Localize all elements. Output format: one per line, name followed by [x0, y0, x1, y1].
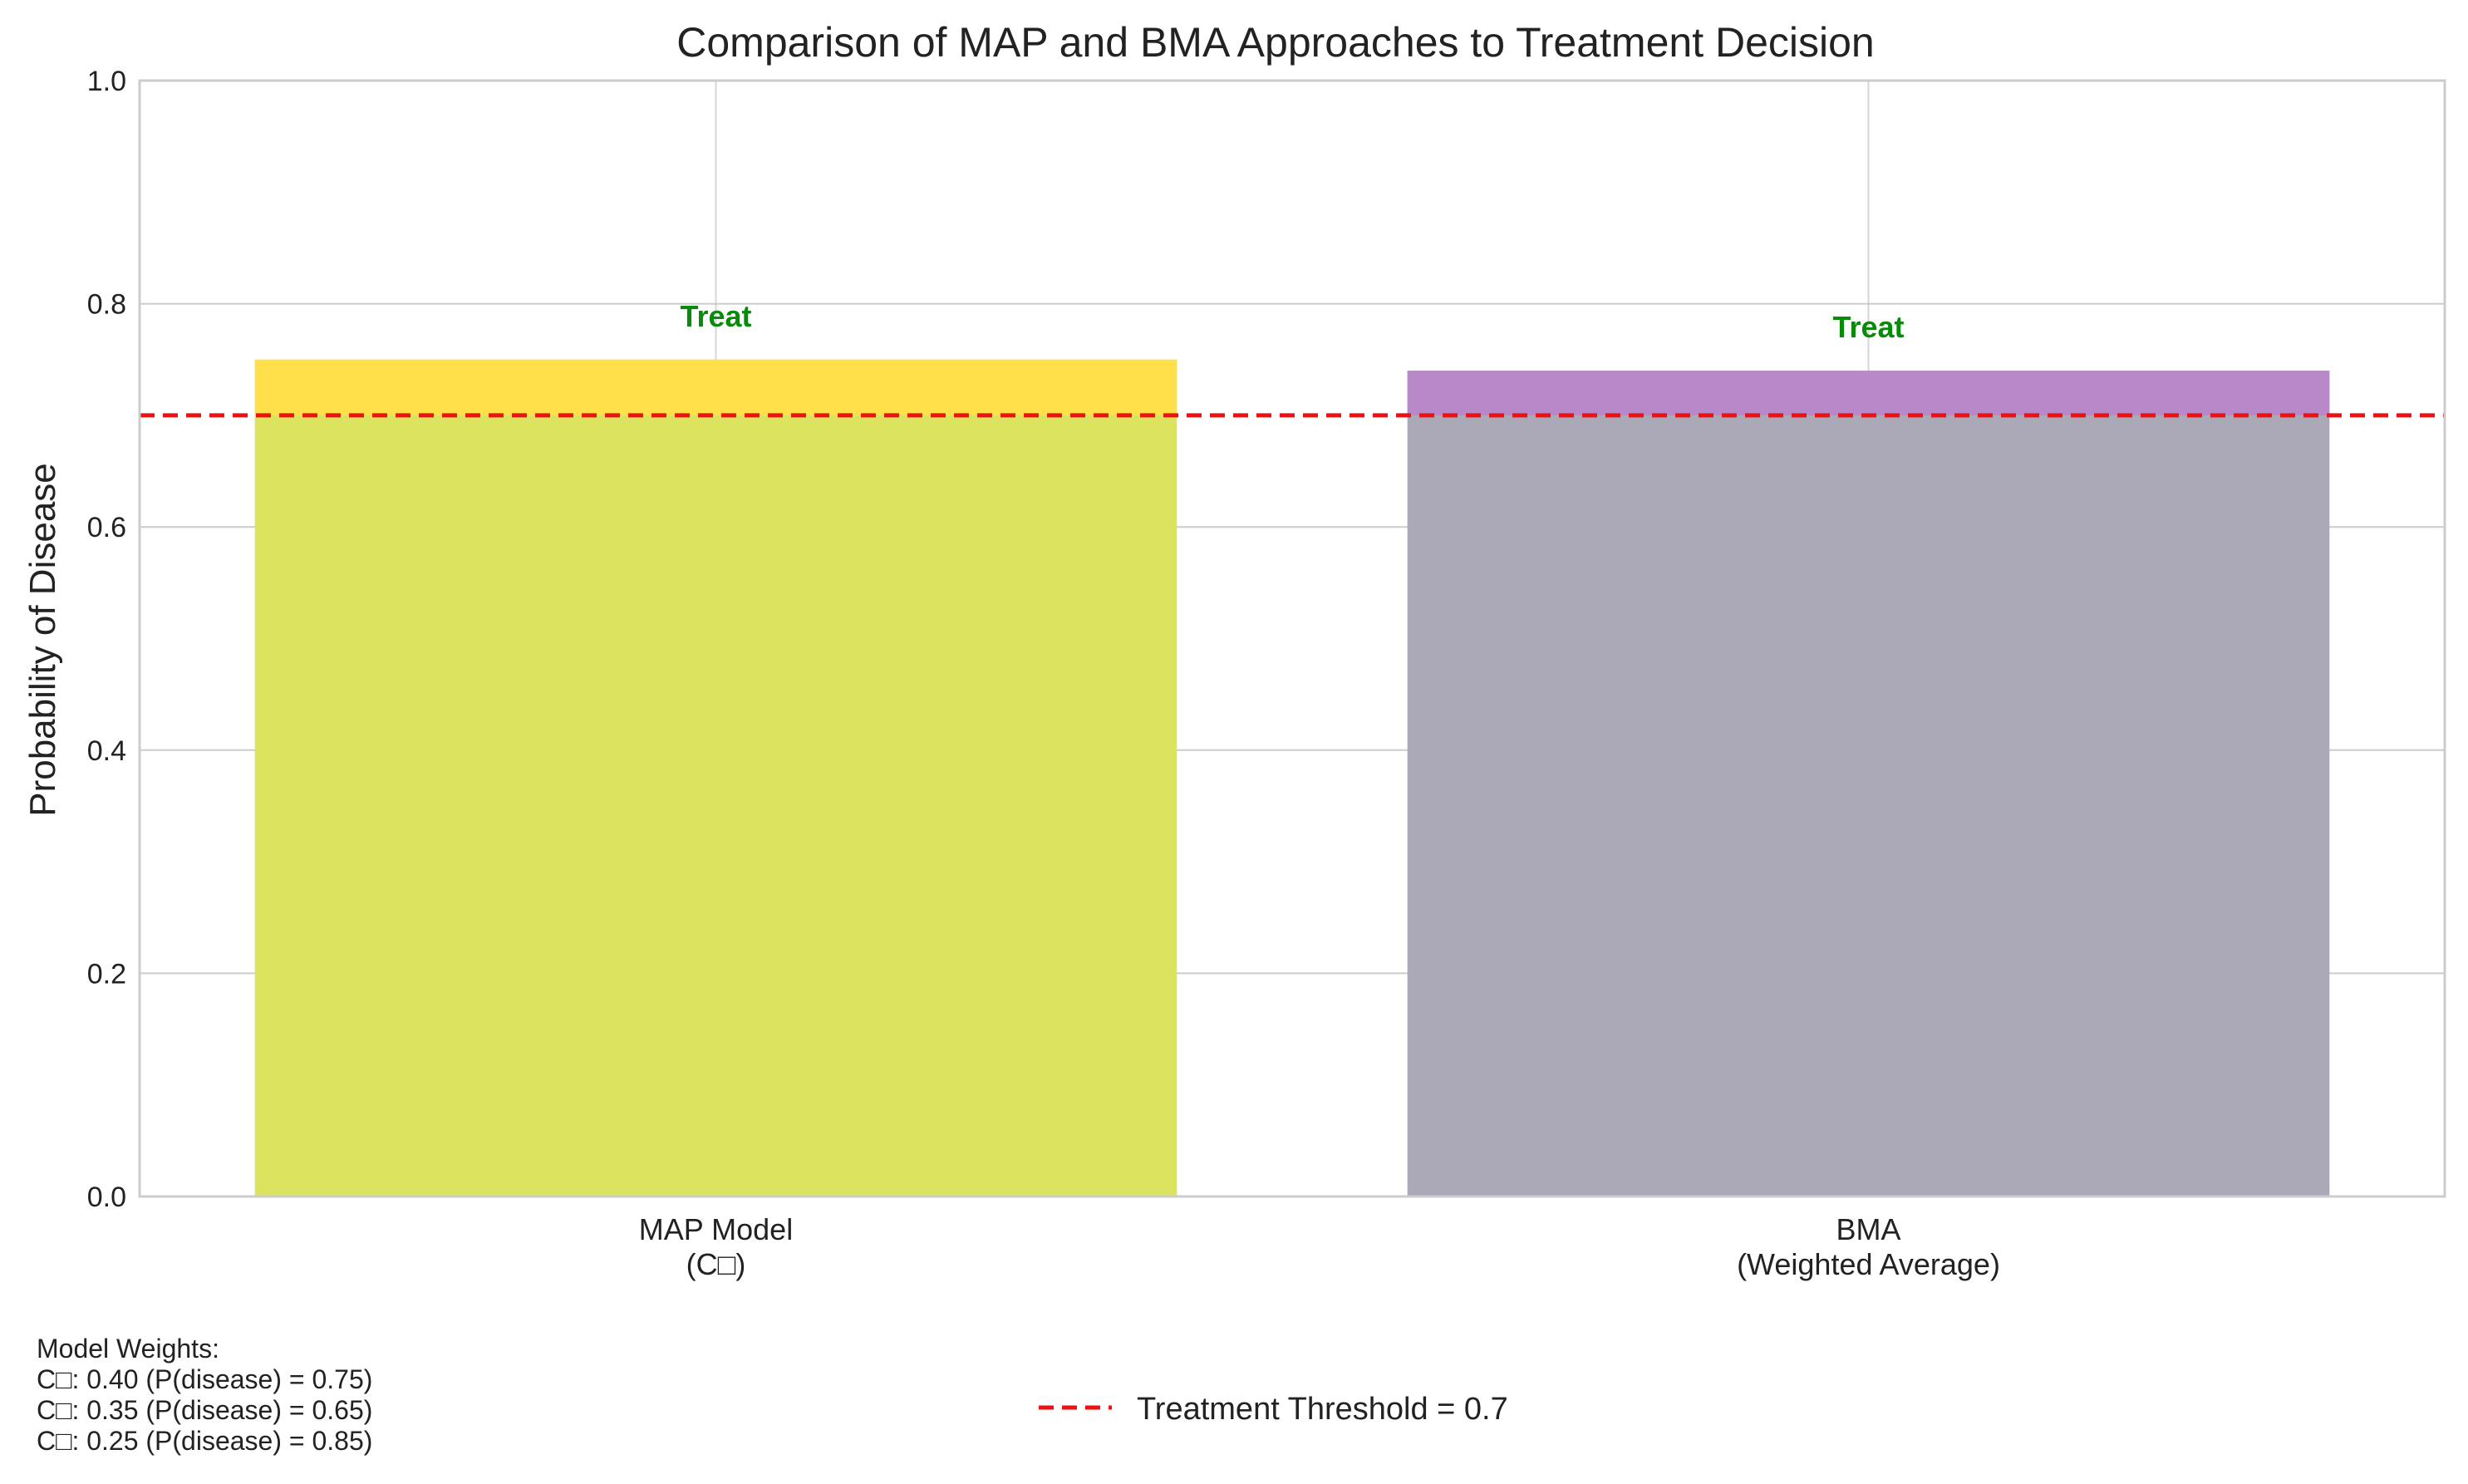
y-ticks: 0.0 0.2 0.4 0.6 0.8 1.0	[87, 66, 126, 1213]
bar-above-threshold-segment	[254, 359, 1177, 415]
y-tick-label: 0.6	[87, 512, 126, 543]
data-labels: Treat Treat	[680, 299, 1904, 344]
x-tick-sublabel: (Weighted Average)	[1737, 1247, 2000, 1281]
model-weight-line: C□: 0.40 (P(disease) = 0.75)	[37, 1364, 372, 1394]
y-tick-label: 0.0	[87, 1182, 126, 1213]
bar-decision-label: Treat	[1832, 310, 1904, 344]
x-tick-label: BMA	[1836, 1212, 1900, 1246]
legend: Treatment Threshold = 0.7	[1039, 1392, 1508, 1427]
plot-frame	[138, 79, 2446, 1198]
x-tick-sublabel: (C□)	[686, 1247, 746, 1281]
model-weight-line: C□: 0.25 (P(disease) = 0.85)	[37, 1426, 372, 1456]
bar-above-threshold-segment	[1407, 371, 2330, 415]
y-tick-label: 0.4	[87, 735, 126, 767]
bar	[1407, 371, 2330, 1197]
plot-border	[138, 79, 2446, 1198]
y-axis-label: Probability of Disease	[22, 463, 63, 817]
chart-title: Comparison of MAP and BMA Approaches to …	[676, 19, 1874, 66]
x-tick-label: MAP Model	[639, 1212, 793, 1246]
model-weights-heading: Model Weights:	[37, 1334, 219, 1364]
bars-layer	[254, 359, 2330, 1197]
bar-decision-label: Treat	[680, 299, 751, 333]
model-weights-box: Model Weights: C□: 0.40 (P(disease) = 0.…	[37, 1334, 372, 1456]
y-tick-label: 0.2	[87, 958, 126, 990]
x-ticks: MAP Model(C□) BMA(Weighted Average)	[639, 1212, 2000, 1281]
legend-threshold-label: Treatment Threshold = 0.7	[1137, 1392, 1508, 1427]
y-tick-label: 0.8	[87, 289, 126, 321]
model-weight-line: C□: 0.35 (P(disease) = 0.65)	[37, 1395, 372, 1425]
bar	[254, 359, 1177, 1197]
y-tick-label: 1.0	[87, 66, 126, 97]
